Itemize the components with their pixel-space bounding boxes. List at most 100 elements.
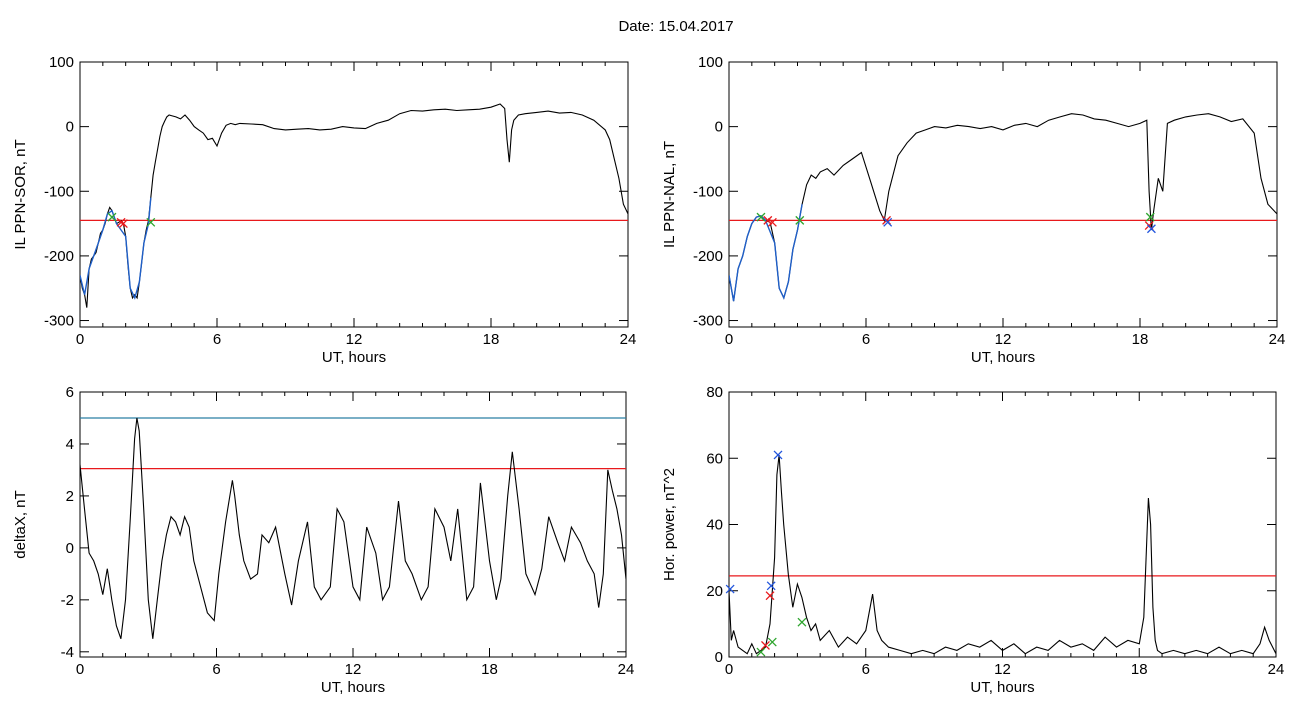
plot-frame	[79, 61, 629, 328]
y-tick-label: 0	[66, 119, 74, 136]
marker-stroke	[107, 212, 117, 222]
plot-frame	[79, 391, 627, 658]
marker-x	[767, 217, 777, 227]
marker-stroke	[1145, 212, 1155, 222]
marker-x	[795, 215, 805, 225]
marker-x	[773, 450, 783, 460]
x-axis-label: UT, hours	[322, 349, 386, 366]
x-tick-label: 0	[725, 331, 733, 348]
x-tick-label: 6	[862, 661, 870, 678]
y-tick-label: -200	[693, 248, 723, 265]
marker-x	[765, 591, 775, 601]
marker-x	[1145, 212, 1155, 222]
marker-stroke	[1144, 221, 1154, 230]
x-tick-label: 6	[212, 661, 220, 678]
y-tick-label: -100	[44, 183, 74, 200]
panel-4: 0 6 12 18 24 80 60 40 20 0 UT, hours Hor. power, nT…	[661, 384, 1284, 696]
marker-x	[116, 217, 126, 227]
x-tick-label: 18	[1132, 331, 1149, 348]
x-tick-label: 12	[995, 331, 1012, 348]
y-tick-label: -200	[44, 248, 74, 265]
x-tick-label: 6	[213, 331, 221, 348]
marker-x	[761, 640, 770, 650]
marker-stroke	[766, 581, 776, 591]
series-line-2	[729, 204, 803, 302]
y-tick-label: 6	[66, 384, 74, 401]
x-axis-label: UT, hours	[321, 679, 385, 696]
y-axis-label: Hor. power, nT^2	[661, 468, 678, 581]
marker-x	[797, 617, 807, 627]
y-tick-label: 100	[49, 54, 74, 71]
y-tick-label: 60	[706, 450, 723, 467]
marker-stroke	[761, 640, 770, 650]
y-tick-label: -100	[693, 183, 723, 200]
series-line-1	[80, 103, 628, 308]
marker-stroke	[756, 647, 766, 657]
x-tick-label: 24	[620, 331, 637, 348]
x-tick-label: 12	[994, 661, 1011, 678]
marker-stroke	[725, 584, 735, 594]
x-tick-label: 6	[862, 331, 870, 348]
y-tick-label: -300	[693, 313, 723, 330]
series-line-1	[80, 417, 626, 639]
y-axis-label: IL PPN-SOR, nT	[12, 139, 29, 249]
y-tick-label: 4	[66, 436, 74, 453]
x-axis-label: UT, hours	[971, 349, 1035, 366]
y-tick-label: 80	[706, 384, 723, 401]
marker-stroke	[118, 219, 128, 229]
y-tick-label: -300	[44, 313, 74, 330]
marker-stroke	[765, 591, 775, 601]
x-tick-label: 24	[618, 661, 635, 678]
x-tick-label: 12	[346, 331, 363, 348]
marker-stroke	[1146, 224, 1156, 234]
y-axis-label: deltaX, nT	[12, 490, 29, 558]
x-tick-label: 12	[345, 661, 362, 678]
figure-title: Date: 15.04.2017	[618, 18, 734, 35]
series-line-2	[80, 197, 152, 300]
y-tick-label: 2	[66, 488, 74, 505]
marker-stroke	[883, 217, 893, 227]
marker-x	[763, 215, 773, 225]
series-line-1	[729, 113, 1277, 302]
y-tick-label: -4	[61, 644, 74, 661]
marker-x	[756, 212, 766, 222]
marker-x	[725, 584, 735, 594]
plot-frame	[728, 391, 1277, 658]
y-tick-label: 100	[698, 54, 723, 71]
marker-stroke	[767, 217, 777, 227]
marker-x	[107, 212, 117, 222]
marker-stroke	[763, 215, 773, 225]
panel-2: 0 6 12 18 24 100 0 -100 -200 -300 UT, hours IL PPN-…	[661, 54, 1285, 366]
marker-stroke	[773, 450, 783, 460]
y-axis-label: IL PPN-NAL, nT	[661, 141, 678, 248]
marker-x	[766, 581, 776, 591]
x-tick-label: 18	[1131, 661, 1148, 678]
y-tick-label: 0	[66, 540, 74, 557]
x-axis-label: UT, hours	[970, 679, 1034, 696]
marker-stroke	[797, 617, 807, 627]
x-tick-label: 24	[1269, 331, 1286, 348]
y-tick-label: 0	[715, 649, 723, 666]
marker-x	[146, 217, 156, 227]
marker-stroke	[767, 637, 777, 647]
plot-frame	[728, 61, 1278, 328]
y-tick-label: 20	[706, 583, 723, 600]
marker-x	[118, 219, 128, 229]
marker-stroke	[756, 212, 766, 222]
marker-x	[756, 647, 766, 657]
x-tick-label: 18	[483, 331, 500, 348]
marker-x	[883, 217, 893, 227]
x-tick-label: 0	[76, 661, 84, 678]
x-tick-label: 0	[725, 661, 733, 678]
x-tick-label: 0	[76, 331, 84, 348]
panel-3: 0 6 12 18 24 6 4 2 0 -2 -4 UT, hours deltaX, nT	[12, 384, 634, 696]
marker-stroke	[116, 217, 126, 227]
marker-x	[1146, 224, 1156, 234]
panel-1: 0 6 12 18 24 100 0 -100 -200 -300 UT, hours IL PPN-…	[12, 54, 636, 366]
series-line-1	[729, 454, 1276, 655]
x-tick-label: 18	[481, 661, 498, 678]
marker-stroke	[146, 217, 156, 227]
x-tick-label: 24	[1268, 661, 1285, 678]
